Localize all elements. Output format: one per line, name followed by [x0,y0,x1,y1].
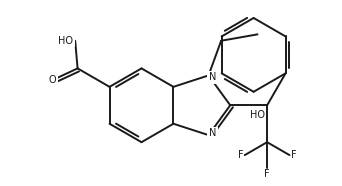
Text: HO: HO [58,36,73,46]
Text: O: O [49,75,56,85]
Text: F: F [291,150,296,160]
Text: N: N [209,72,216,82]
Text: F: F [264,169,270,179]
Text: HO: HO [250,110,265,120]
Text: F: F [238,150,244,160]
Text: N: N [209,128,216,138]
